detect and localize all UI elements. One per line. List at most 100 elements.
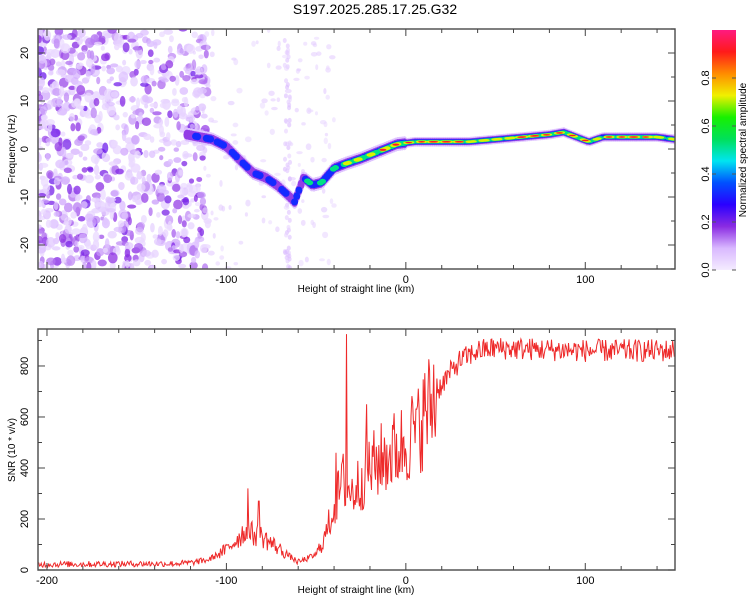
noise-blob (144, 103, 149, 109)
x-tick-label: -200 (36, 575, 58, 587)
noise-blob (192, 152, 198, 162)
noise-blob (215, 261, 221, 266)
noise-blob (127, 191, 133, 201)
noise-blob (266, 62, 271, 69)
noise-blob (58, 234, 67, 243)
noise-blob (171, 99, 180, 107)
noise-blob (69, 113, 76, 122)
noise-blob (277, 40, 281, 47)
noise-blob (96, 142, 104, 148)
noise-blob (104, 238, 110, 250)
noise-blob (70, 148, 80, 155)
noise-blob (201, 64, 208, 74)
noise-blob (178, 169, 184, 176)
noise-blob (92, 91, 101, 102)
noise-blob (179, 70, 185, 78)
noise-blob (300, 219, 306, 226)
noise-blob (58, 198, 67, 206)
noise-blob (161, 78, 169, 83)
noise-blob (169, 35, 174, 43)
noise-blob (320, 206, 328, 213)
noise-blob (67, 249, 74, 256)
ridge-blob (383, 146, 391, 150)
noise-blob (137, 221, 146, 230)
x-tick-label: 100 (576, 575, 594, 587)
noise-blob (163, 140, 172, 147)
noise-blob (297, 58, 303, 63)
noise-blob (90, 128, 98, 136)
noise-blob (323, 137, 328, 145)
noise-blob (141, 192, 149, 203)
noise-blob (77, 173, 84, 180)
noise-blob (182, 74, 191, 82)
noise-blob (94, 41, 102, 46)
noise-blob (106, 67, 116, 75)
noise-blob (172, 183, 181, 192)
noise-blob (261, 217, 266, 224)
noise-blob (62, 102, 69, 109)
noise-blob (283, 93, 288, 99)
snr-x-ticks: -200 -100 0 100 (36, 329, 658, 587)
noise-blob (40, 208, 46, 215)
ridge-blob (443, 141, 451, 143)
colorbar-ticks: 0.0 0.2 0.4 0.6 0.8 (700, 70, 736, 278)
noise-blob (304, 256, 309, 263)
noise-blob (60, 131, 66, 137)
noise-blob (244, 212, 249, 217)
noise-blob (147, 49, 154, 57)
noise-blob (140, 82, 149, 87)
noise-blob (261, 195, 267, 199)
noise-blob (287, 122, 292, 128)
noise-blob (38, 137, 43, 143)
ridge-blob (368, 152, 376, 156)
noise-blob (194, 201, 201, 207)
noise-blob (219, 255, 225, 260)
noise-blob (182, 197, 190, 206)
noise-blob (108, 161, 118, 167)
noise-blob (188, 178, 195, 184)
noise-blob (100, 45, 105, 51)
noise-blob (85, 58, 94, 68)
noise-blob (77, 135, 85, 141)
noise-blob (113, 226, 123, 233)
ridge-blob (379, 148, 387, 151)
ridge-blob (256, 172, 264, 180)
noise-blob (275, 226, 280, 233)
noise-blob (82, 156, 88, 161)
noise-blob (190, 70, 196, 77)
noise-blob (210, 210, 214, 216)
noise-blob (50, 128, 61, 138)
noise-blob (199, 197, 207, 206)
noise-blob (260, 159, 267, 163)
noise-blob (129, 176, 139, 185)
noise-blob (65, 60, 73, 65)
noise-blob (80, 201, 88, 209)
ridge-blob (495, 137, 503, 141)
noise-blob (53, 201, 59, 210)
noise-blob (180, 186, 185, 197)
noise-blob (301, 199, 305, 204)
noise-blob (297, 208, 303, 214)
noise-blob (211, 29, 215, 37)
noise-blob (159, 102, 167, 109)
noise-blob (174, 75, 180, 86)
x-tick-label: -100 (215, 575, 237, 587)
noise-blob (326, 44, 332, 50)
spectrogram-ridge (183, 127, 675, 209)
noise-blob (113, 33, 123, 45)
noise-blob (132, 259, 141, 267)
noise-blob (261, 98, 268, 104)
ridge-blob (306, 180, 314, 186)
noise-blob (157, 225, 163, 236)
noise-blob (213, 217, 219, 221)
ridge-blob (469, 140, 477, 143)
noise-blob (84, 256, 94, 264)
noise-blob (53, 168, 58, 177)
colorbar-label: Normalized spectral amplitude (738, 82, 749, 217)
noise-blob (81, 223, 88, 235)
noise-blob (49, 58, 56, 66)
noise-blob (71, 228, 81, 235)
noise-blob (194, 74, 204, 79)
noise-blob (76, 63, 83, 70)
noise-blob (55, 232, 60, 239)
